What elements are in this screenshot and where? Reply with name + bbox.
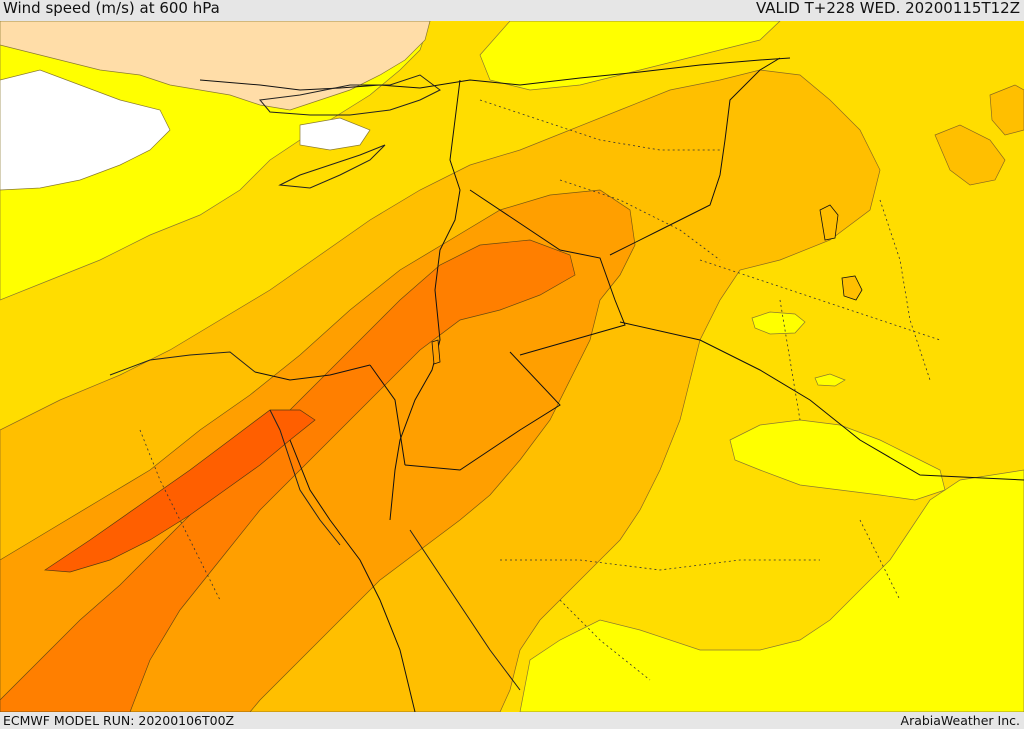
province-boundaries bbox=[139, 99, 941, 681]
credit: ArabiaWeather Inc. bbox=[900, 713, 1020, 728]
map-panel bbox=[0, 21, 1024, 712]
political-borders bbox=[199, 57, 1024, 712]
wind-speed-map bbox=[0, 21, 1024, 712]
lake-1 bbox=[819, 204, 839, 241]
band-lt5-west bbox=[0, 69, 171, 191]
band-5-10-north bbox=[0, 21, 431, 111]
band-35-40 bbox=[43, 409, 316, 573]
band-20-25-ne-patch bbox=[989, 84, 1024, 136]
lake-2 bbox=[841, 275, 863, 301]
coastlines bbox=[109, 74, 521, 691]
band-20-25-east-patch bbox=[934, 124, 1006, 186]
band-10-15-small-1 bbox=[751, 311, 806, 335]
band-10-15-south bbox=[519, 469, 1024, 712]
footer-bar: ECMWF MODEL RUN: 20200106T00Z ArabiaWeat… bbox=[0, 712, 1024, 729]
model-run: ECMWF MODEL RUN: 20200106T00Z bbox=[3, 713, 235, 728]
band-lt5-island bbox=[299, 117, 371, 151]
band-10-15-northeast bbox=[479, 21, 781, 91]
band-10-15-small-2 bbox=[814, 373, 846, 387]
valid-time: VALID T+228 WED. 20200115T12Z bbox=[755, 0, 1020, 17]
header-bar: Wind speed (m/s) at 600 hPa VALID T+228 … bbox=[0, 0, 1024, 21]
map-title: Wind speed (m/s) at 600 hPa bbox=[3, 0, 220, 17]
dead-sea bbox=[431, 339, 441, 365]
band-10-15-east bbox=[729, 419, 946, 501]
